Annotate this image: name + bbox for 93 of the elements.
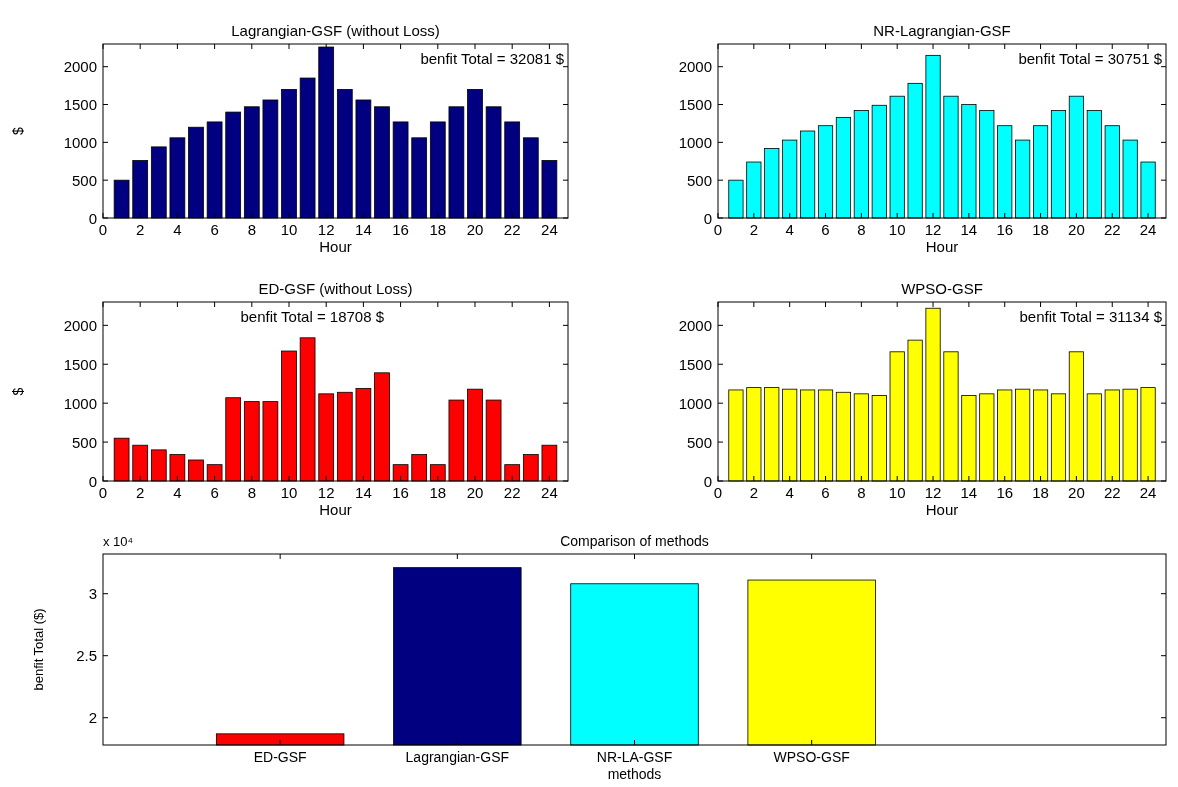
- x-tick-label: 10: [888, 221, 906, 238]
- y-tick-label: 1500: [678, 96, 712, 114]
- annotation: benfit Total = 30751 $: [1018, 50, 1163, 67]
- x-tick-label: 4: [785, 221, 794, 238]
- x-tick-label: 10: [888, 484, 906, 501]
- x-tick-label: 14: [355, 484, 372, 501]
- x-tick-label: 6: [210, 221, 219, 238]
- y-tick-label: 2: [88, 709, 97, 727]
- x-tick-label: 6: [821, 484, 830, 501]
- y-tick-label: 500: [71, 171, 97, 189]
- y-tick-label: 1000: [63, 394, 97, 412]
- x-tick-label: ED-GSF: [253, 749, 307, 765]
- y-tick-label: 0: [703, 209, 712, 227]
- x-tick-label: NR-LA-GSF: [596, 749, 673, 765]
- chart-title: WPSO-GSF: [901, 280, 983, 297]
- x-tick-label: 2: [749, 221, 759, 238]
- chart-title: Lagrangian-GSF (without Loss): [231, 22, 440, 39]
- y-tick-label: 2.5: [76, 647, 97, 665]
- y-tick-label: 0: [88, 472, 97, 490]
- x-axis-title: Hour: [925, 501, 959, 518]
- x-tick-label: 8: [857, 221, 866, 238]
- x-tick-label: 4: [173, 484, 182, 501]
- x-tick-label: 22: [503, 484, 521, 501]
- y-tick-label: 500: [71, 433, 97, 451]
- y-tick-label: 500: [686, 433, 712, 451]
- text: x 10⁴: [103, 534, 134, 549]
- x-tick-label: 14: [355, 221, 372, 238]
- x-tick-label: 14: [960, 484, 978, 501]
- y-tick-label: 500: [686, 171, 712, 189]
- y-tick-label: 0: [88, 209, 97, 227]
- x-tick-label: 12: [317, 484, 335, 501]
- y-tick-label: 1500: [63, 355, 97, 373]
- y-tick-label: 1500: [63, 96, 97, 114]
- x-axis-title: Hour: [925, 238, 959, 255]
- x-tick-label: 22: [1103, 484, 1121, 501]
- x-tick-label: 20: [1068, 221, 1085, 238]
- annotation: benfit Total = 32081 $: [420, 50, 565, 67]
- x-tick-label: 4: [173, 221, 182, 238]
- x-tick-label: 8: [247, 221, 256, 238]
- y-tick-label: 2000: [63, 316, 97, 334]
- chart-title: Comparison of methods: [560, 533, 709, 549]
- y-axis-title: $: [10, 126, 26, 135]
- x-tick-label: 6: [821, 221, 830, 238]
- x-tick-label: 2: [136, 221, 145, 238]
- annotation: benfit Total = 31134 $: [1019, 308, 1163, 325]
- x-tick-label: 12: [317, 221, 335, 238]
- y-tick-label: 1000: [678, 133, 712, 151]
- x-tick-label: 2: [136, 484, 145, 501]
- x-tick-label: 10: [280, 221, 298, 238]
- y-axis-title: $: [10, 387, 26, 396]
- x-tick-label: 18: [429, 484, 447, 501]
- x-tick-label: 24: [1139, 484, 1157, 501]
- y-tick-label: 1500: [678, 355, 712, 373]
- x-tick-label: 18: [429, 221, 447, 238]
- x-tick-label: 2: [749, 484, 759, 501]
- x-axis-title: Hour: [319, 501, 352, 518]
- annotation: benfit Total = 18708 $: [240, 308, 385, 325]
- x-tick-label: 16: [996, 221, 1014, 238]
- y-tick-label: 1000: [678, 394, 712, 412]
- x-tick-label: 16: [996, 484, 1014, 501]
- x-axis-title: methods: [607, 766, 662, 782]
- x-tick-label: 16: [392, 484, 409, 501]
- x-tick-label: 20: [466, 221, 484, 238]
- x-tick-label: 8: [247, 484, 256, 501]
- x-tick-label: 18: [1032, 484, 1049, 501]
- x-tick-label: 20: [466, 484, 484, 501]
- x-tick-label: 18: [1032, 221, 1049, 238]
- x-tick-label: 6: [210, 484, 219, 501]
- y-tick-label: 1000: [63, 133, 97, 151]
- y-axis-title: benfit Total ($): [31, 608, 46, 691]
- x-tick-label: 22: [503, 221, 521, 238]
- x-axis-title: Hour: [319, 238, 352, 255]
- chart-title: ED-GSF (without Loss): [258, 280, 413, 297]
- x-tick-label: 10: [280, 484, 298, 501]
- x-tick-label: 22: [1103, 221, 1121, 238]
- chart-title: NR-Lagrangian-GSF: [873, 22, 1011, 39]
- x-tick-label: 24: [541, 484, 558, 501]
- x-tick-label: 12: [924, 221, 942, 238]
- x-tick-label: 16: [392, 221, 409, 238]
- x-tick-label: 24: [541, 221, 558, 238]
- y-tick-label: 2000: [678, 58, 712, 76]
- y-tick-label: 2000: [63, 58, 97, 76]
- y-tick-label: 2000: [678, 316, 712, 334]
- x-tick-label: 12: [924, 484, 942, 501]
- x-tick-label: 14: [960, 221, 978, 238]
- y-tick-label: 0: [703, 472, 712, 490]
- x-tick-label: 24: [1139, 221, 1157, 238]
- x-tick-label: 20: [1068, 484, 1085, 501]
- x-tick-label: 4: [785, 484, 794, 501]
- x-tick-label: Lagrangian-GSF: [405, 749, 510, 765]
- x-tick-label: WPSO-GSF: [773, 749, 850, 765]
- y-tick-label: 3: [88, 585, 97, 603]
- x-tick-label: 8: [857, 484, 866, 501]
